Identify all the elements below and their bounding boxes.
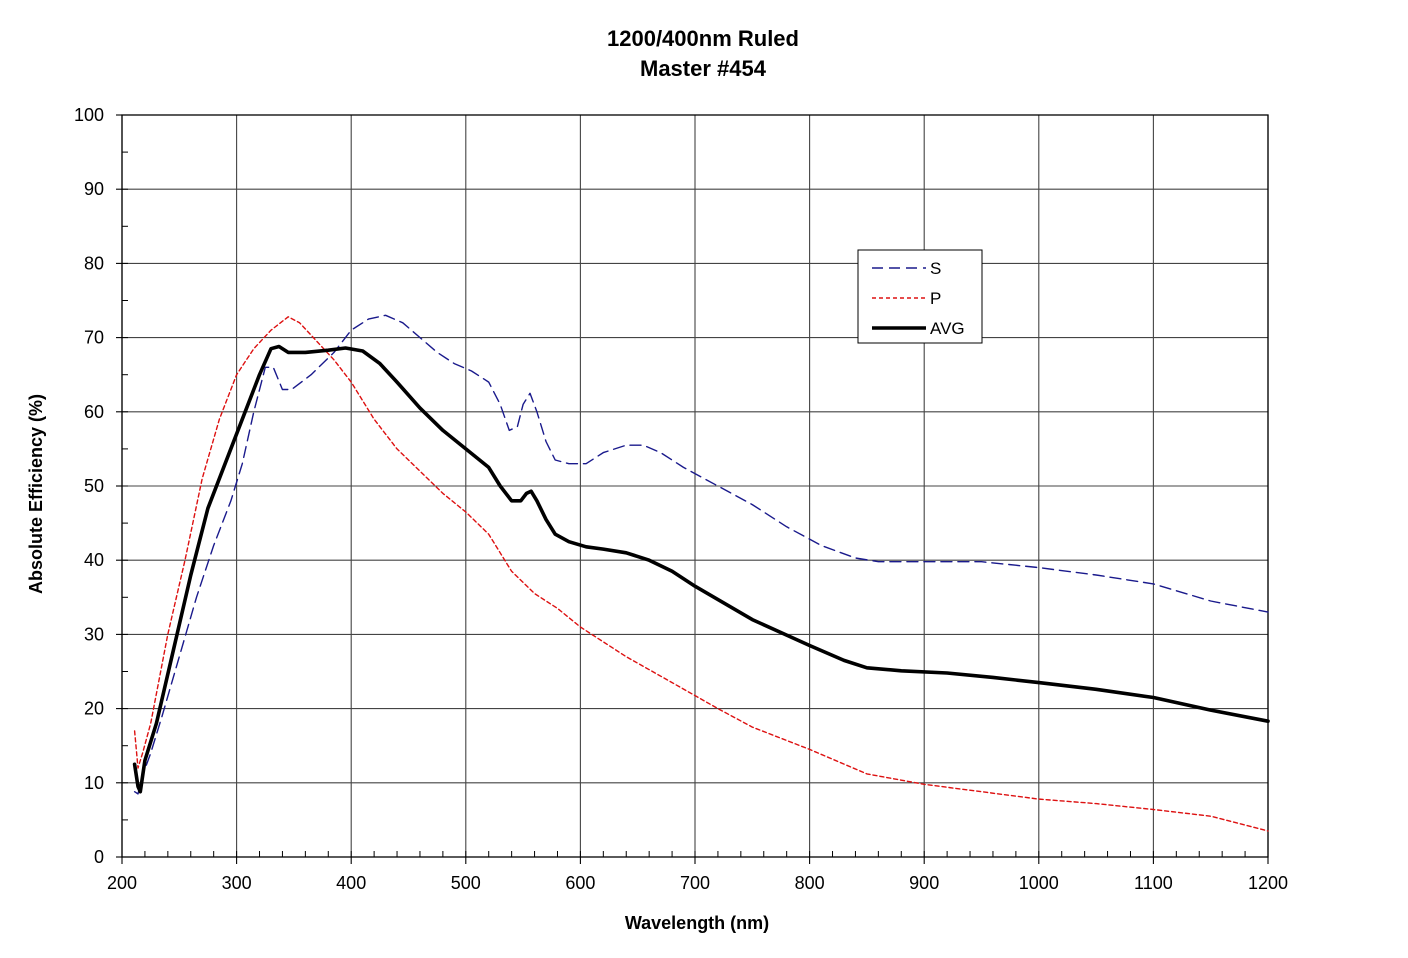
chart-title-line-1: 1200/400nm Ruled (607, 26, 799, 51)
y-tick-label: 20 (84, 699, 104, 719)
y-tick-label: 100 (74, 105, 104, 125)
series-line-p (133, 316, 1269, 832)
x-axis-title: Wavelength (nm) (625, 913, 769, 933)
y-tick-label: 30 (84, 624, 104, 644)
y-tick-label: 10 (84, 773, 104, 793)
plot-frame (121, 114, 1269, 858)
x-tick-label: 600 (565, 873, 595, 893)
x-tick-labels: 200 300 400 500 600 700 800 900 1000 1100 1200 (107, 873, 1288, 893)
grid-lines (121, 114, 1269, 858)
y-tick-label: 80 (84, 253, 104, 273)
y-tick-label: 50 (84, 476, 104, 496)
y-tick-label: 90 (84, 179, 104, 199)
legend-label-avg: AVG (930, 319, 965, 338)
x-tick-label: 400 (336, 873, 366, 893)
chart-title-line-2: Master #454 (640, 56, 767, 81)
y-axis-title: Absolute Efficiency (%) (26, 394, 46, 594)
x-tick-label: 1000 (1019, 873, 1059, 893)
x-tick-label: 1100 (1134, 873, 1173, 893)
y-tick-label: 70 (84, 328, 104, 348)
x-tick-label: 700 (680, 873, 710, 893)
x-tick-label: 300 (222, 873, 252, 893)
x-tick-label: 500 (451, 873, 481, 893)
series-line-s (133, 314, 1269, 795)
y-tick-labels: 0 10 20 30 40 50 60 70 80 90 100 (74, 105, 104, 867)
x-tick-label: 900 (909, 873, 939, 893)
x-tick-label: 800 (795, 873, 825, 893)
y-tick-label: 60 (84, 402, 104, 422)
y-tick-label: 0 (94, 847, 104, 867)
minor-ticks (116, 114, 1269, 864)
series-lines (132, 314, 1270, 832)
legend-label-s: S (930, 259, 941, 278)
legend: SP AVG (857, 249, 983, 344)
x-tick-label: 200 (107, 873, 137, 893)
x-tick-label: 1200 (1248, 873, 1288, 893)
y-tick-label: 40 (84, 550, 104, 570)
legend-label-p: P (930, 289, 941, 308)
series-line-avg (132, 344, 1270, 794)
